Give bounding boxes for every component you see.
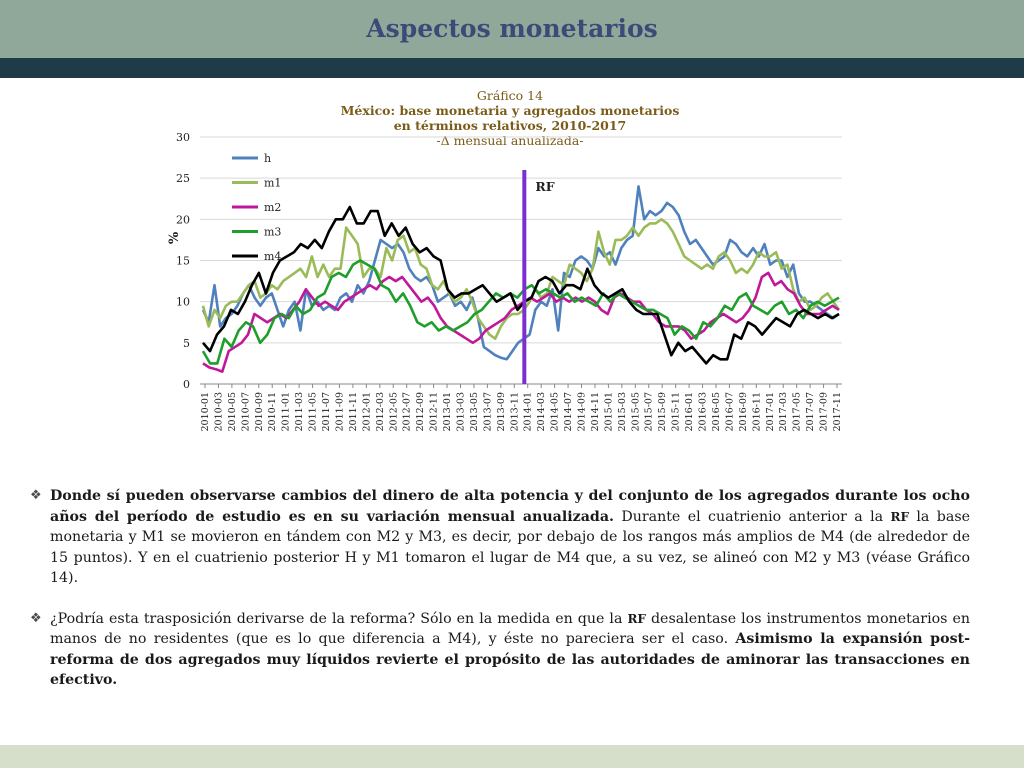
p1-text-b: la base monetaria y M1 se movieron en tá… (50, 508, 970, 587)
x-tick-label: 2016-05 (711, 392, 722, 431)
x-tick-label: 2017-09 (819, 392, 830, 431)
x-tick-label: 2017-05 (792, 392, 803, 431)
legend-label-m4: m4 (264, 250, 281, 263)
x-tick-label: 2015-09 (657, 392, 668, 431)
body-text: ❖ Donde sí pueden observarse cambios del… (30, 486, 970, 691)
x-tick-label: 2014-03 (536, 392, 547, 431)
x-tick-label: 2016-11 (751, 392, 762, 431)
y-tick-label: 15 (176, 255, 190, 268)
rf-annotation-label: RF (535, 179, 554, 194)
x-tick-label: 2010-07 (240, 392, 251, 431)
x-tick-label: 2016-01 (684, 392, 695, 431)
series-line-h (201, 185, 840, 361)
y-tick-label: 5 (183, 337, 190, 350)
chart-title: México: base monetaria y agregados monet… (340, 103, 680, 118)
x-tick-label: 2011-05 (308, 392, 319, 431)
x-tick-label: 2015-07 (644, 392, 655, 431)
x-tick-label: 2010-11 (267, 392, 278, 431)
header-divider (0, 58, 1024, 78)
p2-rf: RF (627, 611, 646, 626)
p2-text-b: desalentase los instrumentos monetarios … (50, 610, 970, 648)
title-band: Aspectos monetarios (0, 0, 1024, 58)
x-tick-label: 2012-03 (375, 392, 386, 431)
x-tick-label: 2015-01 (603, 392, 614, 431)
x-tick-label: 2015-11 (671, 392, 682, 431)
x-tick-label: 2013-01 (442, 392, 453, 431)
bullet-paragraph-1: ❖ Donde sí pueden observarse cambios del… (30, 486, 970, 589)
x-tick-label: 2011-11 (348, 392, 359, 431)
series-line-m3 (201, 259, 840, 365)
x-tick-label: 2016-07 (724, 392, 735, 431)
x-tick-label: 2016-09 (738, 392, 749, 431)
p1-bold-text: Donde sí pueden observarse cambios del d… (50, 488, 970, 525)
p2-bold-text: Asimismo la expansión post-reforma de do… (50, 631, 970, 688)
x-tick-label: 2012-11 (429, 392, 440, 431)
x-tick-label: 2011-01 (281, 392, 292, 431)
x-tick-label: 2014-11 (590, 392, 601, 431)
y-tick-label: 30 (176, 131, 190, 144)
y-tick-label: 0 (183, 378, 190, 391)
x-tick-label: 2011-09 (334, 392, 345, 431)
x-tick-label: 2013-11 (509, 392, 520, 431)
x-tick-label: 2012-07 (402, 392, 413, 431)
legend-label-m3: m3 (264, 226, 281, 239)
x-tick-label: 2010-01 (200, 392, 211, 431)
y-axis-label: % (167, 231, 182, 244)
x-tick-label: 2014-01 (523, 392, 534, 431)
x-tick-label: 2017-03 (778, 392, 789, 431)
x-tick-label: 2011-03 (294, 392, 305, 431)
legend-label-m1: m1 (264, 177, 281, 190)
x-tick-label: 2015-03 (617, 392, 628, 431)
y-tick-label: 10 (176, 296, 190, 309)
x-tick-label: 2015-05 (630, 392, 641, 431)
x-tick-label: 2016-03 (698, 392, 709, 431)
diamond-bullet-icon: ❖ (30, 488, 42, 503)
p1-rf: RF (890, 509, 910, 524)
x-tick-label: 2017-01 (765, 392, 776, 431)
p2-text-a: ¿Podría esta trasposición derivarse de l… (50, 610, 628, 627)
legend-label-m2: m2 (264, 201, 281, 214)
x-tick-label: 2010-03 (213, 392, 224, 431)
bullet-paragraph-2: ❖ ¿Podría esta trasposición derivarse de… (30, 609, 970, 691)
x-tick-label: 2014-07 (563, 392, 574, 431)
x-tick-label: 2011-07 (321, 392, 332, 431)
x-tick-label: 2017-11 (832, 392, 843, 431)
x-tick-label: 2010-05 (227, 392, 238, 431)
series-line-m2 (202, 271, 840, 373)
x-tick-label: 2014-05 (550, 392, 561, 431)
x-tick-label: 2013-07 (482, 392, 493, 431)
diamond-bullet-icon: ❖ (30, 610, 42, 626)
legend-label-h: h (264, 152, 271, 165)
p1-text-a: Durante el cuatrienio anterior a la (613, 508, 891, 525)
footer-band (0, 745, 1024, 768)
x-tick-label: 2012-01 (361, 392, 372, 431)
x-tick-label: 2013-05 (469, 392, 480, 431)
slide-title: Aspectos monetarios (366, 14, 658, 43)
series-line-m4 (202, 205, 840, 365)
x-tick-label: 2014-09 (577, 392, 588, 431)
series-line-m1 (201, 218, 841, 341)
chart-number: Gráfico 14 (476, 88, 544, 103)
x-tick-label: 2012-09 (415, 392, 426, 431)
x-tick-label: 2012-05 (388, 392, 399, 431)
chart-subtitle: en términos relativos, 2010-2017 (393, 118, 627, 133)
x-tick-label: 2017-07 (805, 392, 816, 431)
x-tick-label: 2013-09 (496, 392, 507, 431)
y-tick-label: 25 (176, 172, 190, 185)
x-tick-label: 2010-09 (254, 392, 265, 431)
x-tick-label: 2013-03 (455, 392, 466, 431)
y-tick-label: 20 (176, 213, 190, 226)
